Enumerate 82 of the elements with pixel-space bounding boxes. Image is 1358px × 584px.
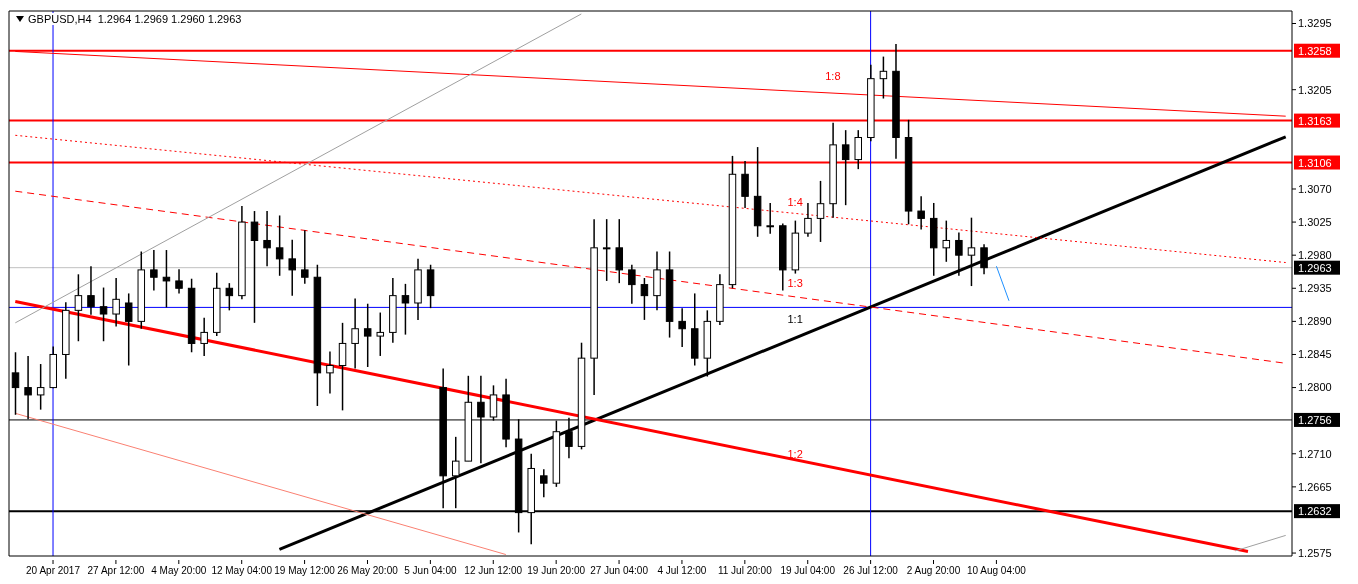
x-tick-label: 12 Jun 12:00 (464, 565, 523, 576)
candlestick (36, 363, 45, 411)
x-tick-label: 11 Jul 20:00 (717, 565, 773, 576)
x-tick-label: 26 Jul 12:00 (843, 565, 899, 576)
y-tick-label: 1.2710 (1298, 447, 1332, 460)
candlestick (841, 129, 850, 206)
y-tick-label: 1.2890 (1298, 315, 1332, 328)
annotation: 1:4 (787, 195, 803, 208)
candlestick (955, 231, 963, 277)
y-tick-label: 1.3025 (1298, 215, 1332, 228)
candlestick (301, 229, 309, 285)
candlestick (288, 238, 296, 297)
x-tick-label: 19 Jul 04:00 (780, 565, 836, 576)
candlestick (112, 277, 120, 328)
candlestick (540, 468, 548, 498)
candlestick (263, 210, 271, 267)
ref-line-label: 1.3163 (1298, 114, 1332, 127)
candlestick (338, 322, 347, 412)
candlestick (11, 351, 20, 416)
candlestick (980, 243, 988, 276)
ref-line-label: 1.2632 (1298, 505, 1332, 518)
y-tick-label: 1.2575 (1298, 546, 1332, 559)
x-tick-label: 19 Jun 20:00 (527, 565, 586, 576)
candlestick (942, 219, 951, 263)
candlestick (74, 273, 83, 342)
x-tick-label: 4 May 20:00 (151, 565, 207, 576)
x-tick-label: 12 May 04:00 (211, 565, 273, 576)
y-tick-label: 1.2935 (1298, 282, 1332, 295)
y-tick-label: 1.2845 (1298, 348, 1332, 361)
candlestick (602, 218, 611, 282)
candlestick (401, 283, 410, 336)
candlestick (967, 216, 976, 287)
x-tick-label: 20 Apr 2017 (26, 565, 81, 576)
candlestick (879, 55, 888, 100)
y-tick-label: 1.2800 (1298, 381, 1332, 394)
annotation: 1:3 (787, 277, 803, 290)
x-tick-label: 19 May 12:00 (274, 565, 336, 576)
candlestick (452, 436, 460, 509)
candlestick (363, 302, 372, 368)
candlestick (917, 195, 925, 231)
candlestick (87, 265, 95, 316)
ref-line-label: 1.2963 (1298, 261, 1332, 274)
candlestick (376, 311, 385, 357)
candlestick (175, 268, 183, 295)
y-tick-label: 1.3070 (1298, 182, 1332, 195)
x-tick-label: 27 Apr 12:00 (87, 565, 145, 576)
candlestick (628, 263, 636, 305)
candlestick (640, 277, 649, 321)
y-tick-label: 1.2665 (1298, 480, 1332, 493)
y-tick-label: 1.3295 (1298, 17, 1332, 30)
annotation: 1:2 (787, 447, 803, 460)
candlestick (351, 297, 359, 370)
candlestick (326, 350, 334, 395)
candlestick (854, 129, 863, 170)
x-tick-label: 26 May 20:00 (337, 565, 399, 576)
x-tick-label: 10 Aug 04:00 (966, 565, 1027, 576)
candlestick (741, 160, 749, 209)
y-tick-label: 1.3205 (1298, 83, 1332, 96)
candlestick (250, 210, 259, 324)
candlestick (162, 249, 171, 309)
chart-title: GBPUSD,H4 1.2964 1.2969 1.2960 1.2963 (28, 13, 242, 25)
candlestick (150, 249, 158, 292)
ref-line-label: 1.3258 (1298, 44, 1332, 57)
x-tick-label: 27 Jun 04:00 (590, 565, 649, 576)
candlestick (275, 214, 284, 277)
x-tick-label: 4 Jul 12:00 (657, 565, 707, 576)
candlestick (615, 218, 624, 284)
annotation: 1:8 (825, 70, 841, 83)
candlestick (225, 282, 234, 312)
x-tick-label: 2 Aug 20:00 (906, 565, 961, 576)
candlestick (678, 307, 686, 348)
candlestick (816, 180, 825, 243)
candlestick (99, 286, 108, 342)
ref-line-label: 1.2756 (1298, 413, 1332, 426)
candlestick (804, 202, 812, 238)
candlestick (766, 202, 774, 235)
candlestick (200, 316, 208, 357)
annotation: 1:1 (787, 313, 803, 325)
ref-line-label: 1.3106 (1298, 156, 1332, 169)
x-tick-label: 5 Jun 04:00 (404, 565, 457, 576)
y-tick-label: 1.2980 (1298, 249, 1332, 262)
candlestick (124, 292, 133, 367)
